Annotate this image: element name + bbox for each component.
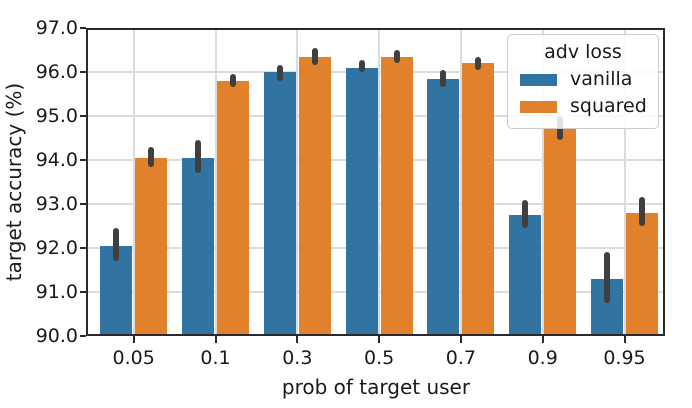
error-bar-squared-0.5 [393, 50, 400, 64]
y-tick-mark [80, 71, 86, 73]
y-tick-mark [80, 159, 86, 161]
y-tick-label: 93.0 [35, 193, 78, 215]
x-tick-mark [132, 336, 135, 343]
error-bar-vanilla-0.1 [195, 140, 201, 174]
error-bar-squared-0.3 [311, 47, 318, 66]
bar-vanilla-0.5 [345, 67, 378, 336]
bar-squared-0.05 [135, 157, 168, 336]
legend-label-vanilla: vanilla [570, 68, 633, 90]
v-gridline [296, 28, 299, 336]
v-gridline [378, 28, 381, 336]
error-bar-vanilla-0.3 [276, 65, 283, 81]
error-bar-squared-0.05 [148, 146, 155, 167]
bar-vanilla-0.3 [263, 72, 296, 336]
x-tick-mark [541, 336, 544, 343]
v-gridline [541, 28, 544, 336]
legend-title: adv loss [544, 41, 622, 63]
error-bar-vanilla-0.7 [440, 69, 447, 88]
x-tick-mark [623, 336, 626, 343]
y-tick-label: 97.0 [35, 17, 78, 39]
bar-squared-0.1 [217, 80, 249, 336]
y-tick-label: 92.0 [35, 237, 78, 259]
legend-swatch-vanilla [519, 72, 558, 87]
y-tick-mark [80, 247, 86, 249]
x-tick-mark [214, 336, 217, 343]
x-tick-mark [459, 336, 462, 343]
x-tick-label: 0.5 [363, 347, 395, 369]
bar-squared-0.9 [544, 129, 577, 336]
legend-entry-vanilla: vanilla [516, 66, 650, 93]
legend-label-squared: squared [570, 95, 647, 117]
error-bar-vanilla-0.5 [358, 60, 365, 72]
legend-swatch-squared [519, 99, 558, 114]
x-tick-label: 0.1 [200, 347, 231, 369]
y-tick-label: 90.0 [35, 325, 78, 347]
bar-squared-0.7 [462, 63, 495, 336]
y-tick-mark [80, 291, 86, 293]
bar-vanilla-0.1 [182, 157, 214, 336]
v-gridline [132, 28, 135, 336]
legend: adv loss vanilla squared [507, 34, 659, 129]
x-tick-label: 0.95 [603, 347, 646, 369]
x-tick-label: 0.3 [282, 347, 313, 369]
error-bar-vanilla-0.95 [604, 252, 610, 303]
x-tick-label: 0.9 [527, 347, 558, 369]
bar-vanilla-0.9 [509, 215, 542, 336]
error-bar-squared-0.95 [639, 197, 645, 226]
x-axis-label: prob of target user [281, 375, 471, 399]
error-bar-squared-0.1 [230, 74, 236, 88]
y-tick-label: 91.0 [35, 281, 78, 303]
v-gridline [214, 28, 217, 336]
error-bar-squared-0.7 [475, 56, 482, 70]
v-gridline [459, 28, 462, 336]
y-tick-mark [80, 203, 86, 205]
bar-squared-0.5 [380, 56, 413, 336]
y-tick-label: 94.0 [35, 149, 78, 171]
y-tick-mark [80, 335, 86, 337]
x-tick-label: 0.05 [112, 347, 155, 369]
y-tick-mark [80, 115, 86, 117]
y-tick-mark [80, 27, 86, 29]
x-tick-mark [296, 336, 299, 343]
y-tick-label: 95.0 [35, 105, 78, 127]
error-bar-vanilla-0.9 [522, 199, 529, 229]
bar-layer [86, 28, 665, 336]
v-gridline [623, 28, 626, 336]
bar-squared-0.95 [626, 212, 658, 336]
error-bar-vanilla-0.05 [113, 228, 120, 262]
plot-area: adv loss vanilla squared [86, 28, 665, 336]
x-tick-mark [378, 336, 381, 343]
bar-squared-0.3 [298, 56, 331, 336]
legend-entry-squared: squared [516, 93, 650, 120]
bar-vanilla-0.7 [427, 78, 460, 336]
x-tick-label: 0.7 [445, 347, 476, 369]
y-tick-label: 96.0 [35, 61, 78, 83]
